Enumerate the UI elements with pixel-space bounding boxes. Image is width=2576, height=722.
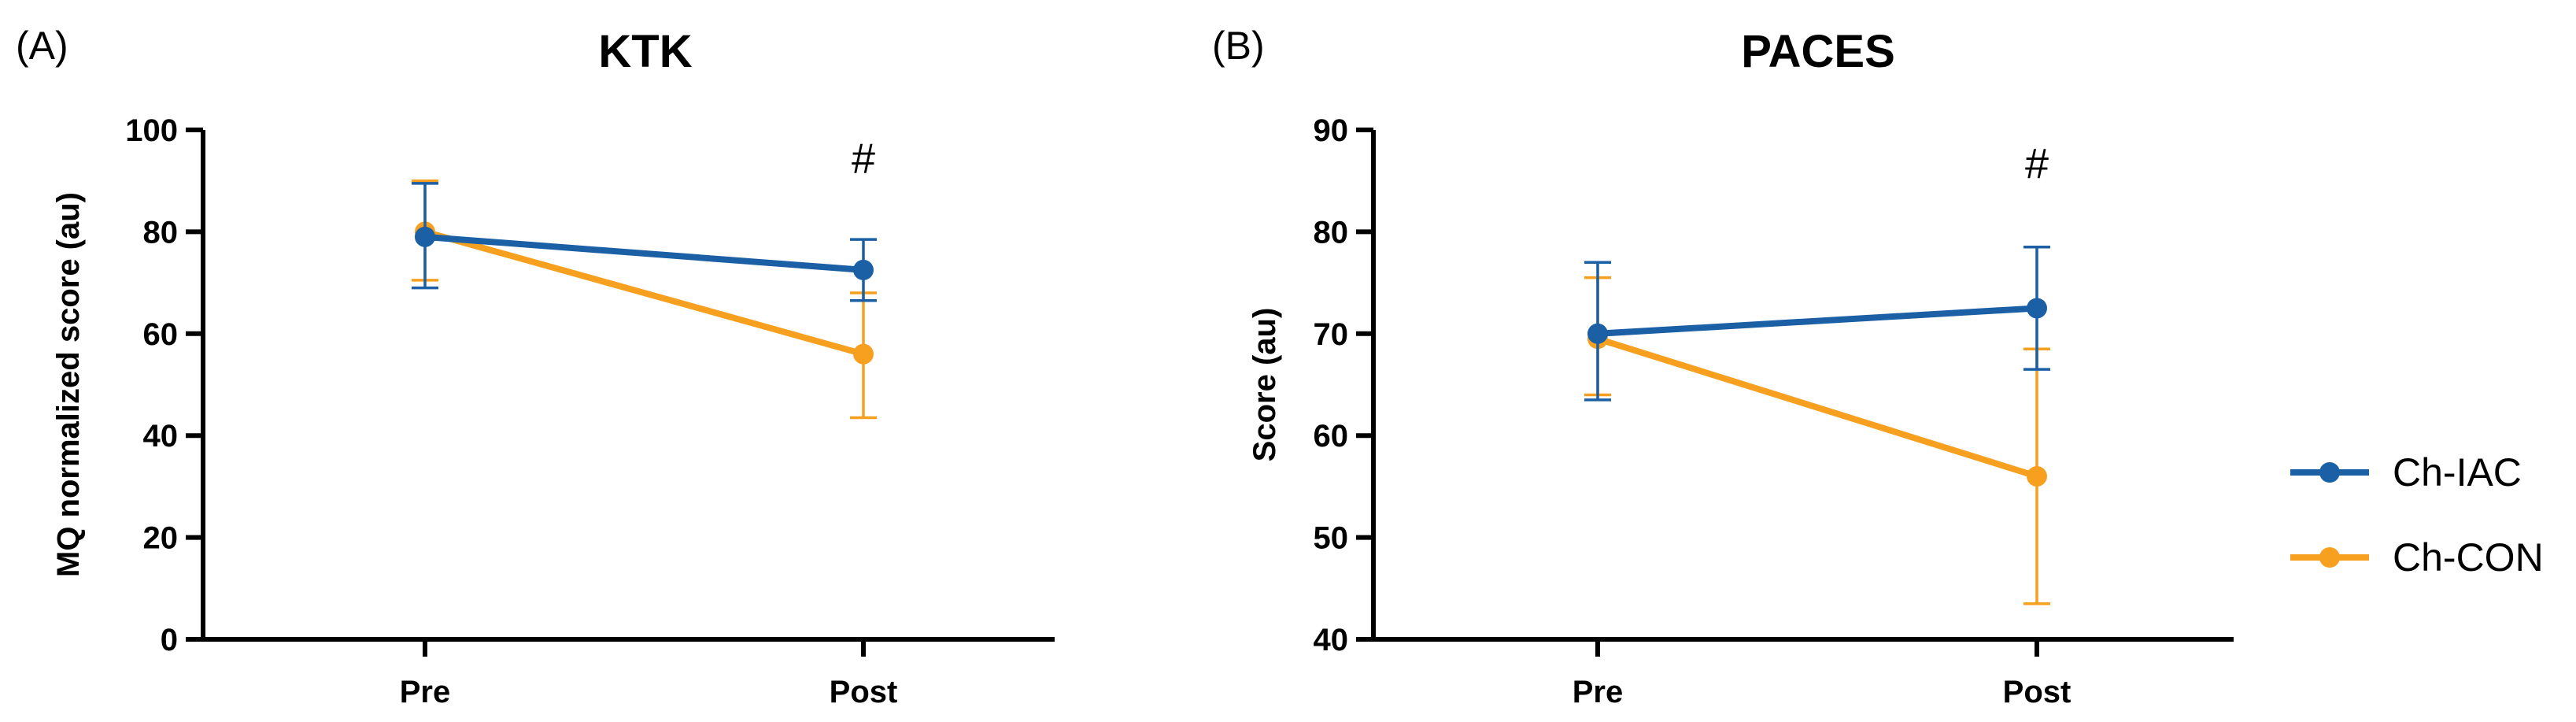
legend-swatch-marker xyxy=(2319,547,2340,568)
paces-y-tick-label: 80 xyxy=(1314,215,1349,250)
ktk-x-tick-label-post: Post xyxy=(830,675,898,709)
paces-series-ch-iac xyxy=(1584,246,2050,402)
ktk-significance-marker: # xyxy=(852,135,875,182)
paces-x-tick-label-post: Post xyxy=(2003,675,2072,709)
ktk-y-tick-label: 20 xyxy=(143,521,179,556)
paces-x-tick-label-pre: Pre xyxy=(1573,675,1624,709)
legend: Ch-IAC Ch-CON xyxy=(2290,450,2544,579)
paces-series-ch-iac-point-pre xyxy=(1587,323,1608,344)
paces-y-tick-label: 40 xyxy=(1314,623,1349,657)
paces-y-tick-label: 70 xyxy=(1314,317,1349,352)
ktk-chart-title: KTK xyxy=(598,26,692,77)
paces-panel-letter: (B) xyxy=(1212,24,1265,68)
paces-series-ch-iac-line xyxy=(1595,305,2040,337)
ktk-series-ch-iac-point-pre xyxy=(415,226,435,247)
paces-y-tick-label: 60 xyxy=(1314,419,1349,454)
ktk-y-axis-label: MQ normalized score (au) xyxy=(51,192,86,577)
ktk-series-ch-iac-point-post xyxy=(853,259,874,280)
legend-item-ch-iac: Ch-IAC xyxy=(2290,450,2522,494)
ktk-y-tick-label: 0 xyxy=(161,623,178,657)
ktk-y-tick-label: 40 xyxy=(143,419,179,454)
paces-significance-marker: # xyxy=(2025,140,2049,187)
ktk-y-tick-label: 100 xyxy=(125,113,178,148)
paces-series-ch-con xyxy=(1584,276,2050,605)
paces-series-ch-con-line xyxy=(1595,335,2040,479)
legend-item-ch-con: Ch-CON xyxy=(2290,535,2544,579)
legend-label-ch-iac: Ch-IAC xyxy=(2393,450,2522,494)
ktk-series-ch-iac xyxy=(412,182,877,302)
ktk-y-tick-label: 60 xyxy=(143,317,179,352)
ktk-panel-letter: (A) xyxy=(16,24,68,68)
paces-y-tick-label: 50 xyxy=(1314,521,1349,556)
legend-swatch-marker xyxy=(2319,462,2340,483)
ktk-series-ch-con-line xyxy=(422,228,867,357)
panel-a-ktk: (A) KTK MQ normalized score (au) 0 20 40 60 80 1… xyxy=(16,24,1055,709)
paces-y-axis-label: Score (au) xyxy=(1247,308,1282,462)
ktk-y-tick-label: 80 xyxy=(143,215,179,250)
ktk-series-ch-con-point-post xyxy=(853,343,874,365)
paces-series-ch-con-point-post xyxy=(2027,465,2047,487)
ktk-series-ch-con xyxy=(412,179,877,420)
paces-y-tick-label: 90 xyxy=(1314,113,1349,148)
ktk-series-ch-iac-line xyxy=(422,233,867,273)
paces-series-ch-iac-point-post xyxy=(2027,298,2047,319)
ktk-x-tick-label-pre: Pre xyxy=(400,675,451,709)
paces-chart-title: PACES xyxy=(1741,26,1895,77)
panel-b-paces: (B) PACES Score (au) 40 50 60 70 80 90 Pre Post # xyxy=(1212,24,2234,709)
legend-label-ch-con: Ch-CON xyxy=(2393,535,2544,579)
